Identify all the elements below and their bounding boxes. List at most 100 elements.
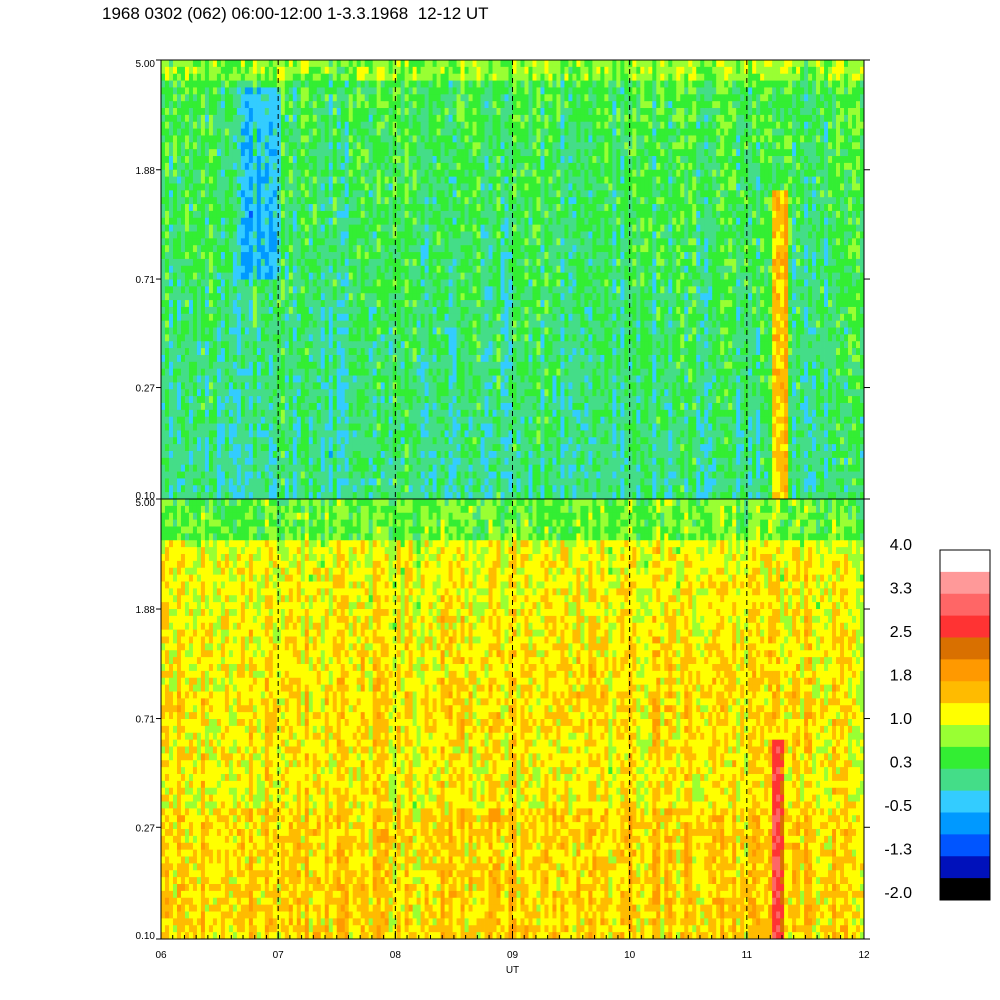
spectrogram-cell — [224, 128, 230, 136]
spectrogram-cell — [456, 464, 461, 472]
spectrogram-cell — [308, 197, 314, 205]
spectrogram-cell — [424, 142, 430, 150]
spectrogram-cell — [240, 204, 246, 212]
spectrogram-cell — [216, 135, 222, 143]
spectrogram-cell — [452, 396, 457, 404]
spectrogram-cell — [464, 450, 469, 459]
spectrogram-cell — [344, 142, 350, 150]
spectrogram-cell — [320, 73, 326, 81]
spectrogram-cell — [220, 464, 226, 472]
spectrogram-cell — [192, 375, 198, 383]
spectrogram-cell — [244, 320, 250, 328]
spectrogram-cell — [404, 327, 410, 335]
spectrogram-cell — [428, 217, 434, 226]
spectrogram-cell — [400, 327, 406, 335]
spectrogram-cell — [264, 492, 270, 499]
spectrogram-cell — [244, 300, 250, 308]
spectrogram-cell — [188, 327, 194, 335]
spectrogram-cell — [400, 382, 406, 390]
spectrogram-cell — [240, 348, 246, 356]
spectrogram-cell — [332, 389, 338, 397]
spectrogram-cell — [296, 252, 302, 260]
spectrogram-cell — [396, 320, 402, 328]
spectrogram-cell — [268, 416, 274, 424]
spectrogram-cell — [328, 320, 334, 328]
spectrogram-cell — [200, 471, 206, 479]
spectrogram-cell — [192, 368, 198, 376]
spectrogram-cell — [420, 341, 426, 349]
spectrogram-cell — [360, 313, 366, 322]
spectrogram-cell — [248, 73, 254, 81]
spectrogram-cell — [436, 416, 441, 424]
spectrogram-cell — [432, 183, 437, 191]
spectrogram-cell — [220, 306, 226, 315]
spectrogram-cell — [284, 169, 290, 178]
spectrogram-cell — [168, 313, 174, 322]
spectrogram-cell — [356, 416, 362, 424]
spectrogram-cell — [212, 149, 218, 157]
spectrogram-cell — [260, 300, 266, 308]
spectrogram-cell — [356, 450, 362, 459]
spectrogram-cell — [240, 354, 246, 363]
spectrogram-cell — [296, 437, 302, 445]
spectrogram-cell — [212, 450, 218, 459]
spectrogram-cell — [268, 80, 274, 88]
spectrogram-cell — [288, 382, 294, 390]
spectrogram-cell — [396, 156, 402, 164]
spectrogram-cell — [388, 183, 394, 191]
spectrogram-cell — [292, 108, 298, 116]
spectrogram-cell — [296, 334, 302, 342]
spectrogram-cell — [228, 142, 234, 150]
spectrogram-cell — [244, 485, 250, 493]
spectrogram-cell — [176, 396, 182, 404]
spectrogram-cell — [276, 402, 282, 411]
spectrogram-cell — [364, 485, 370, 493]
spectrogram-cell — [384, 300, 390, 308]
spectrogram-cell — [236, 341, 242, 349]
spectrogram-cell — [284, 402, 290, 411]
spectrogram-cell — [312, 354, 318, 363]
spectrogram-cell — [404, 272, 410, 280]
spectrogram-cell — [164, 238, 170, 246]
spectrogram-cell — [464, 320, 469, 328]
spectrogram-cell — [204, 478, 210, 486]
spectrogram-cell — [256, 217, 262, 226]
spectrogram-cell — [208, 265, 214, 274]
spectrogram-cell — [232, 300, 238, 308]
spectrogram-cell — [408, 382, 414, 390]
spectrogram-cell — [192, 286, 198, 294]
spectrogram-cell — [161, 334, 166, 342]
spectrogram-cell — [188, 265, 194, 274]
spectrogram-cell — [468, 368, 473, 376]
spectrogram-cell — [240, 135, 246, 143]
spectrogram-cell — [384, 169, 390, 178]
spectrogram-cell — [348, 485, 354, 493]
spectrogram-cell — [168, 128, 174, 136]
spectrogram-cell — [188, 306, 194, 315]
spectrogram-cell — [444, 327, 449, 335]
spectrogram-cell — [392, 306, 398, 315]
spectrogram-cell — [400, 190, 406, 198]
spectrogram-cell — [344, 73, 350, 81]
spectrogram-cell — [292, 73, 298, 81]
spectrogram-cell — [408, 197, 414, 205]
spectrogram-cell — [280, 437, 286, 445]
spectrogram-cell — [312, 492, 318, 499]
spectrogram-cell — [224, 327, 230, 335]
spectrogram-cell — [168, 396, 174, 404]
spectrogram-cell — [464, 382, 469, 390]
spectrogram-cell — [212, 258, 218, 267]
spectrogram-cell — [364, 245, 370, 253]
spectrogram-cell — [432, 368, 437, 376]
spectrogram-cell — [272, 464, 278, 472]
spectrogram-cell — [288, 450, 294, 459]
spectrogram-cell — [368, 327, 374, 335]
spectrogram-cell — [252, 231, 258, 239]
spectrogram-cell — [292, 114, 298, 123]
spectrogram-cell — [164, 204, 170, 212]
spectrogram-cell — [256, 348, 262, 356]
spectrogram-cell — [436, 231, 441, 239]
spectrogram-cell — [360, 238, 366, 246]
spectrogram-cell — [368, 300, 374, 308]
spectrogram-cell — [324, 416, 330, 424]
